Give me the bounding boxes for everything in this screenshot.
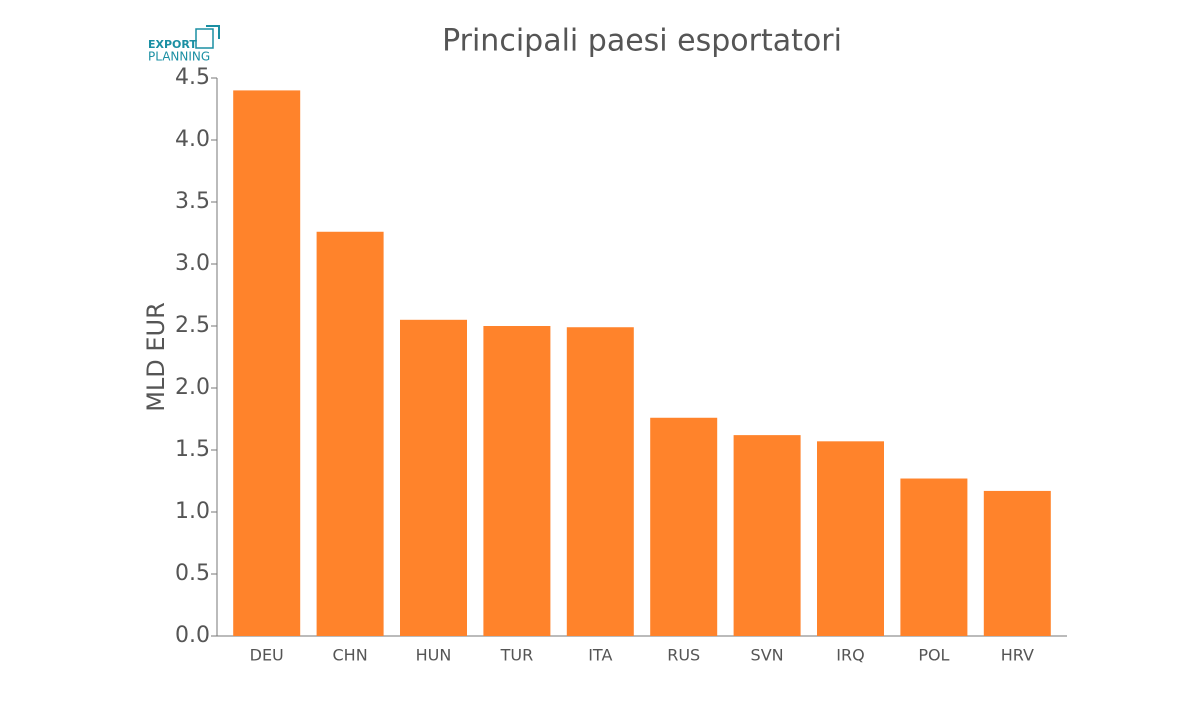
x-tick-label: HRV xyxy=(1001,646,1034,665)
x-tick-label: IRQ xyxy=(836,646,864,665)
logo-icon xyxy=(195,28,214,49)
bar xyxy=(400,319,467,636)
x-tick-label: DEU xyxy=(250,646,284,665)
bar xyxy=(483,326,551,636)
y-tick-label: 0.5 xyxy=(175,561,210,586)
bar xyxy=(817,441,884,636)
logo-line2: PLANNING xyxy=(148,50,210,64)
chart-title: Principali paesi esportatori xyxy=(442,24,842,59)
bar xyxy=(650,417,718,636)
bar xyxy=(316,231,384,636)
y-axis-label: MLD EUR xyxy=(142,302,170,412)
bar xyxy=(733,435,801,636)
bar xyxy=(983,490,1051,636)
x-tick-label: SVN xyxy=(751,646,784,665)
y-tick-label: 2.5 xyxy=(175,313,210,338)
logo-line1: EXPORT xyxy=(148,38,197,51)
bar xyxy=(900,478,968,636)
logo-icon-corner xyxy=(206,25,220,39)
y-tick-label: 4.0 xyxy=(175,127,210,152)
bar xyxy=(233,90,301,636)
x-tick-label: ITA xyxy=(588,646,612,665)
y-tick-label: 1.0 xyxy=(175,499,210,524)
x-tick-label: POL xyxy=(918,646,949,665)
x-tick-label: HUN xyxy=(416,646,452,665)
y-tick-label: 2.0 xyxy=(175,375,210,400)
y-tick-label: 3.5 xyxy=(175,189,210,214)
y-tick-label: 0.0 xyxy=(175,623,210,648)
bar xyxy=(566,327,634,636)
x-tick-label: TUR xyxy=(500,646,534,665)
y-tick-label: 1.5 xyxy=(175,437,210,462)
y-tick-label: 4.5 xyxy=(175,65,210,90)
logo: EXPORT PLANNING xyxy=(148,25,220,64)
x-tick-label: RUS xyxy=(667,646,700,665)
y-tick-label: 3.0 xyxy=(175,251,210,276)
x-tick-label: CHN xyxy=(333,646,368,665)
